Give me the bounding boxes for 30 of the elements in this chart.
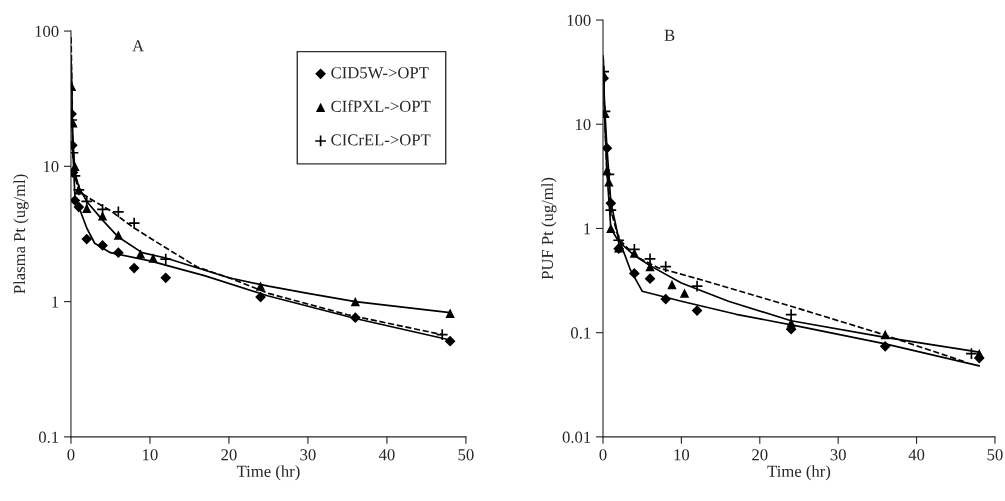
annotation: B: [664, 29, 675, 41]
y-axis-title: Plasma Pt (ug/ml): [13, 174, 29, 294]
annotation: A: [132, 40, 144, 52]
x-tick-label: 0: [67, 449, 75, 461]
x-tick-label: 40: [378, 449, 395, 461]
x-tick-label: 10: [674, 449, 690, 461]
y-tick-label: 1: [584, 223, 591, 235]
x-tick-label: 0: [599, 449, 607, 461]
x-tick-label: 30: [300, 449, 316, 461]
legend-label: CICrEL->OPT: [331, 134, 431, 146]
x-axis-title: Time (hr): [767, 465, 831, 481]
x-tick-label: 50: [987, 449, 1003, 461]
y-tick-label: 0.01: [562, 431, 591, 443]
legend-label: CIfPXL->OPT: [331, 100, 431, 112]
y-tick-label: 10: [43, 161, 59, 173]
y-axis-title: PUF Pt (ug/ml): [541, 177, 557, 280]
y-tick-label: 10: [575, 118, 591, 131]
x-tick-label: 40: [908, 449, 925, 461]
x-tick-label: 50: [458, 449, 474, 461]
x-tick-label: 10: [143, 449, 158, 461]
legend-label: CID5W->OPT: [331, 67, 429, 79]
x-axis-title: Time (hr): [236, 465, 300, 481]
x-tick-label: 20: [752, 449, 768, 461]
x-tick-label: 20: [221, 449, 237, 461]
y-tick-label: 100: [567, 14, 591, 26]
y-tick-label: 100: [35, 25, 59, 38]
y-tick-label: 1: [52, 296, 59, 308]
y-tick-label: 0.1: [38, 431, 59, 443]
y-tick-label: 0.1: [571, 327, 591, 339]
x-tick-label: 30: [830, 449, 846, 461]
